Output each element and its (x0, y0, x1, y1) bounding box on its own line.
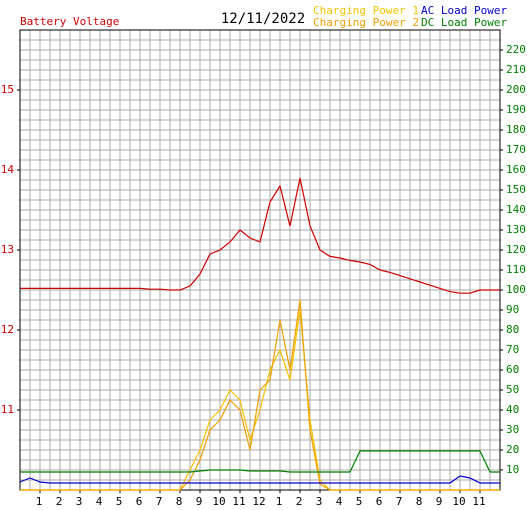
y2-tick-label: 50 (506, 383, 519, 396)
y2-tick-label: 100 (506, 283, 526, 296)
legend-label: Charging Power 2 (313, 16, 419, 29)
x-tick-label: 2 (56, 495, 63, 508)
y2-tick-label: 20 (506, 443, 519, 456)
x-tick-label: 5 (116, 495, 123, 508)
y-axis-label: Battery Voltage (20, 15, 119, 28)
x-tick-label: 9 (196, 495, 203, 508)
y2-tick-label: 150 (506, 183, 526, 196)
y2-tick-label: 40 (506, 403, 519, 416)
x-tick-label: 11 (472, 495, 485, 508)
y2-tick-label: 140 (506, 203, 526, 216)
y2-tick-label: 90 (506, 303, 519, 316)
x-tick-label: 2 (296, 495, 303, 508)
x-tick-label: 10 (452, 495, 465, 508)
y2-tick-label: 190 (506, 103, 526, 116)
y2-tick-label: 200 (506, 83, 526, 96)
y2-tick-label: 60 (506, 363, 519, 376)
y2-tick-label: 110 (506, 263, 526, 276)
x-tick-label: 9 (436, 495, 443, 508)
y2-tick-label: 130 (506, 223, 526, 236)
x-tick-label: 4 (336, 495, 343, 508)
y2-tick-label: 70 (506, 343, 519, 356)
y2-tick-label: 170 (506, 143, 526, 156)
series-line (19, 475, 500, 484)
x-tick-label: 6 (136, 495, 143, 508)
y2-tick-label: 80 (506, 323, 519, 336)
y2-tick-label: 160 (506, 163, 526, 176)
x-tick-label: 10 (212, 495, 225, 508)
x-tick-label: 3 (316, 495, 323, 508)
x-tick-label: 7 (396, 495, 403, 508)
legend-label: DC Load Power (421, 16, 507, 29)
y2-tick-label: 120 (506, 243, 526, 256)
y-tick-label: 13 (1, 243, 14, 256)
y2-tick-label: 220 (506, 43, 526, 56)
legend-label: Charging Power 1 (313, 4, 419, 17)
x-tick-label: 4 (96, 495, 103, 508)
x-tick-label: 7 (156, 495, 163, 508)
x-tick-label: 8 (416, 495, 423, 508)
x-tick-label: 1 (276, 495, 283, 508)
series-line (20, 450, 500, 473)
legend-label: AC Load Power (421, 4, 507, 17)
y-tick-label: 11 (1, 403, 14, 416)
x-tick-label: 6 (376, 495, 383, 508)
x-tick-label: 1 (36, 495, 43, 508)
x-tick-label: 8 (176, 495, 183, 508)
series-line (20, 177, 500, 294)
series-line (20, 299, 500, 491)
x-tick-label: 3 (76, 495, 83, 508)
y2-tick-label: 180 (506, 123, 526, 136)
y-tick-label: 14 (1, 163, 15, 176)
y2-tick-label: 30 (506, 423, 519, 436)
plot-border (19, 29, 501, 491)
y-tick-label: 15 (1, 83, 14, 96)
chart-title: 12/11/2022 (221, 11, 305, 27)
x-tick-label: 12 (252, 495, 265, 508)
y2-tick-label: 210 (506, 63, 526, 76)
y-tick-label: 12 (1, 323, 14, 336)
x-tick-label: 5 (356, 495, 363, 508)
x-tick-label: 11 (232, 495, 245, 508)
y2-tick-label: 10 (506, 463, 519, 476)
